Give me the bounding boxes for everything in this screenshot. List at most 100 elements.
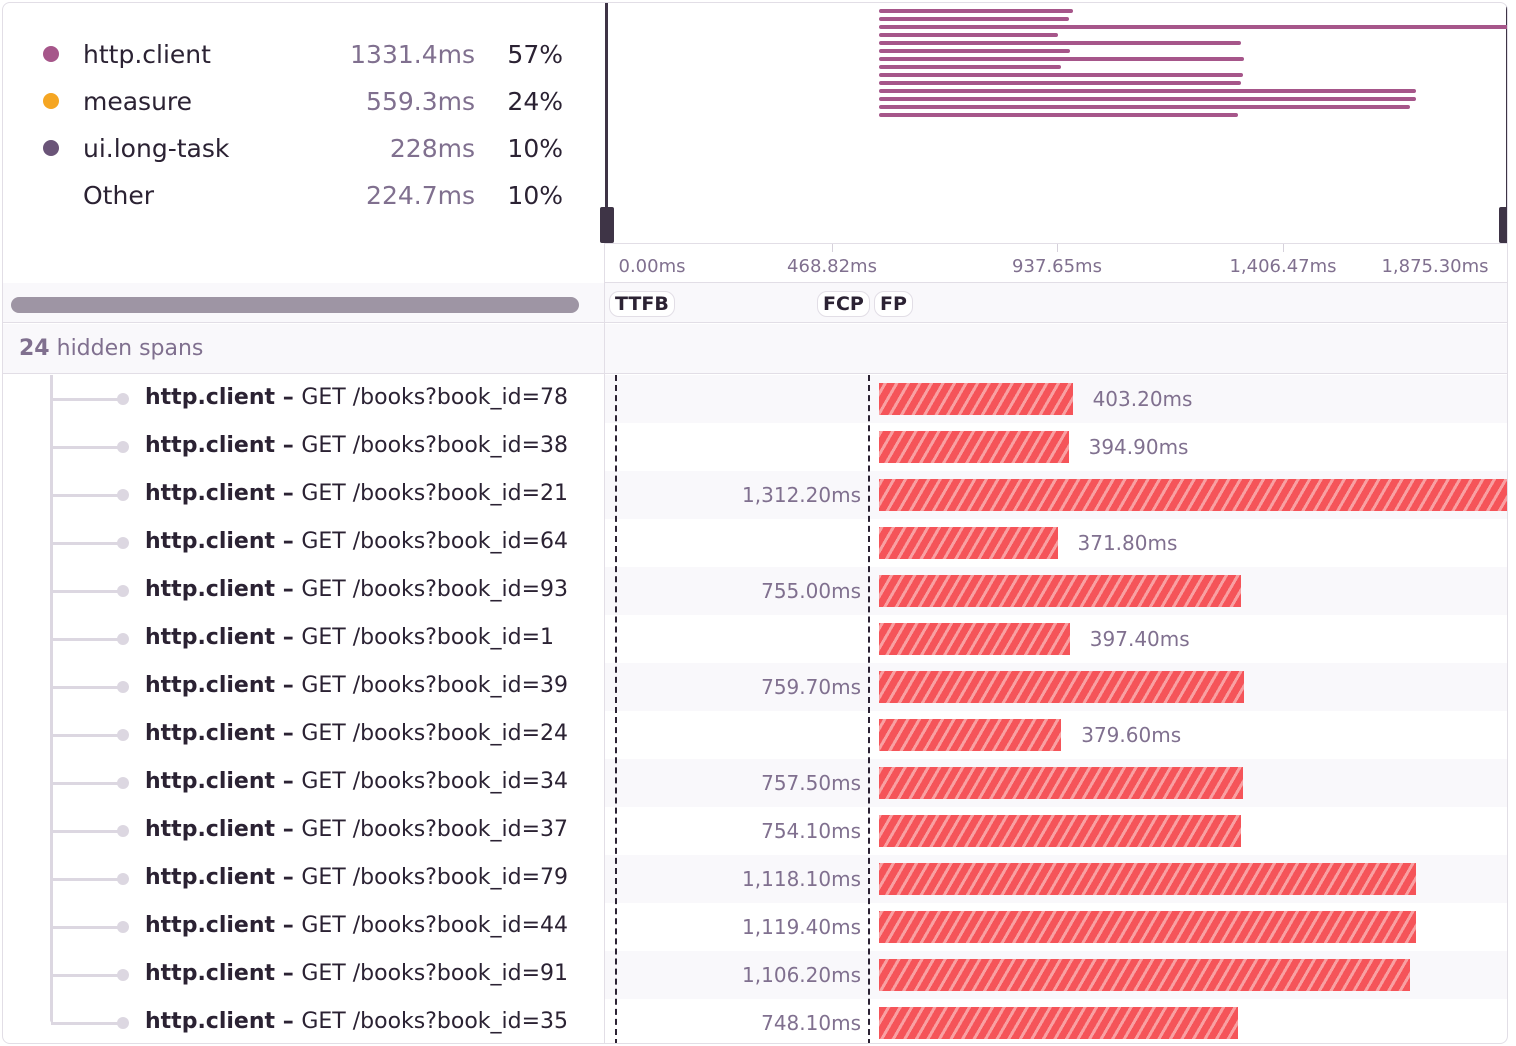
tree-node-icon[interactable] [117, 729, 129, 741]
tree-node-icon[interactable] [117, 633, 129, 645]
minimap-right-handle[interactable] [1506, 3, 1507, 243]
axis-tick-label: 468.82ms [787, 256, 877, 277]
hidden-spans-count: 24 [19, 336, 50, 361]
legend-duration: 224.7ms [366, 180, 475, 210]
span-row[interactable]: http.client – GET /books?book_id=1 397.40… [3, 615, 1507, 663]
marker-ttfb[interactable]: TTFB [609, 291, 675, 317]
tree-node-icon[interactable] [117, 489, 129, 501]
span-row[interactable]: http.client – GET /books?book_id=64 371.8… [3, 519, 1507, 567]
span-duration-bar[interactable] [879, 959, 1411, 991]
span-row[interactable]: http.client – GET /books?book_id=24 379.6… [3, 711, 1507, 759]
span-op: http.client [145, 385, 276, 410]
tree-branch [51, 830, 121, 833]
axis-tick-label: 937.65ms [1012, 256, 1102, 277]
span-separator: – [275, 577, 302, 602]
legend-item[interactable]: measure 559.3ms 24% [3, 86, 605, 116]
span-op: http.client [145, 673, 276, 698]
span-duration-bar[interactable] [879, 431, 1069, 463]
minimap-left-handle[interactable] [605, 3, 608, 243]
minimap-right-grip[interactable] [1499, 207, 1507, 243]
span-row[interactable]: http.client – GET /books?book_id=78 403.2… [3, 375, 1507, 423]
span-description: GET /books?book_id=39 [301, 673, 569, 698]
span-op: http.client [145, 913, 276, 938]
time-axis: 0.00ms 468.82ms 937.65ms 1,406.47ms 1,875.30… [605, 243, 1507, 283]
legend-percent: 10% [507, 133, 563, 163]
legend-item[interactable]: ui.long-task 228ms 10% [3, 133, 605, 163]
span-description: GET /books?book_id=21 [301, 481, 569, 506]
legend-item[interactable]: Other 224.7ms 10% [3, 180, 605, 210]
tree-node-icon[interactable] [117, 537, 129, 549]
column-divider[interactable] [604, 243, 605, 1043]
legend-dot-icon [43, 140, 59, 156]
span-row[interactable]: http.client – GET /books?book_id=35 748.1… [3, 999, 1507, 1043]
tree-node-icon[interactable] [117, 393, 129, 405]
span-duration-bar[interactable] [879, 623, 1070, 655]
span-op: http.client [145, 721, 276, 746]
span-duration-bar[interactable] [879, 479, 1507, 511]
tree-node-icon[interactable] [117, 777, 129, 789]
tree-node-icon[interactable] [117, 921, 129, 933]
span-op: http.client [145, 865, 276, 890]
tree-node-icon[interactable] [117, 825, 129, 837]
span-row[interactable]: http.client – GET /books?book_id=37 754.1… [3, 807, 1507, 855]
span-duration-bar[interactable] [879, 575, 1242, 607]
span-description: GET /books?book_id=38 [301, 433, 569, 458]
span-row[interactable]: http.client – GET /books?book_id=39 759.7… [3, 663, 1507, 711]
span-separator: – [275, 625, 302, 650]
span-duration-label: 1,118.10ms [742, 867, 861, 891]
span-row[interactable]: http.client – GET /books?book_id=93 755.0… [3, 567, 1507, 615]
span-label: http.client – GET /books?book_id=91 [145, 961, 568, 986]
legend-dot-icon [43, 93, 59, 109]
span-duration-bar[interactable] [879, 527, 1058, 559]
span-duration-bar[interactable] [879, 767, 1243, 799]
tree-node-icon[interactable] [117, 441, 129, 453]
tree-node-icon[interactable] [117, 1017, 129, 1029]
marker-fcp[interactable]: FCP [817, 291, 870, 317]
span-duration-bar[interactable] [879, 863, 1416, 895]
span-duration-label: 371.80ms [1077, 531, 1178, 555]
tree-connector [50, 375, 53, 1023]
minimap-span-bar [879, 73, 1243, 77]
tree-node-icon[interactable] [117, 873, 129, 885]
span-duration-bar[interactable] [879, 911, 1417, 943]
legend-name: http.client [83, 39, 211, 69]
tree-node-icon[interactable] [117, 681, 129, 693]
span-row[interactable]: http.client – GET /books?book_id=34 757.5… [3, 759, 1507, 807]
legend-percent: 10% [507, 180, 563, 210]
span-row[interactable]: http.client – GET /books?book_id=44 1,119… [3, 903, 1507, 951]
span-separator: – [275, 673, 302, 698]
legend-dot-icon [43, 46, 59, 62]
tree-node-icon[interactable] [117, 969, 129, 981]
span-op: http.client [145, 769, 276, 794]
span-duration-bar[interactable] [879, 719, 1062, 751]
tree-branch [51, 446, 121, 449]
span-duration-label: 748.10ms [761, 1011, 861, 1035]
span-duration-bar[interactable] [879, 383, 1073, 415]
tree-branch [51, 782, 121, 785]
span-duration-bar[interactable] [879, 815, 1242, 847]
minimap-left-grip[interactable] [600, 207, 614, 243]
span-op: http.client [145, 433, 276, 458]
tree-node-icon[interactable] [117, 585, 129, 597]
span-row[interactable]: http.client – GET /books?book_id=21 1,312… [3, 471, 1507, 519]
legend-name: measure [83, 86, 193, 116]
span-description: GET /books?book_id=78 [301, 385, 569, 410]
minimap-span-bar [879, 17, 1069, 21]
span-duration-bar[interactable] [879, 671, 1244, 703]
minimap-span-bar [879, 33, 1058, 37]
marker-fp[interactable]: FP [874, 291, 913, 317]
minimap[interactable] [600, 3, 1507, 243]
span-duration-bar[interactable] [879, 1007, 1239, 1039]
hidden-spans-toggle[interactable]: 24 hidden spans [3, 324, 1507, 374]
span-op: http.client [145, 1009, 276, 1034]
legend-item[interactable]: http.client 1331.4ms 57% [3, 39, 605, 69]
span-description: GET /books?book_id=44 [301, 913, 569, 938]
horizontal-scrollbar[interactable] [11, 297, 579, 313]
axis-tick-label: 0.00ms [618, 256, 686, 277]
span-row[interactable]: http.client – GET /books?book_id=91 1,106… [3, 951, 1507, 999]
span-duration-label: 757.50ms [761, 771, 861, 795]
span-row[interactable]: http.client – GET /books?book_id=79 1,118… [3, 855, 1507, 903]
span-row[interactable]: http.client – GET /books?book_id=38 394.9… [3, 423, 1507, 471]
tree-branch [51, 734, 121, 737]
span-description: GET /books?book_id=91 [301, 961, 569, 986]
